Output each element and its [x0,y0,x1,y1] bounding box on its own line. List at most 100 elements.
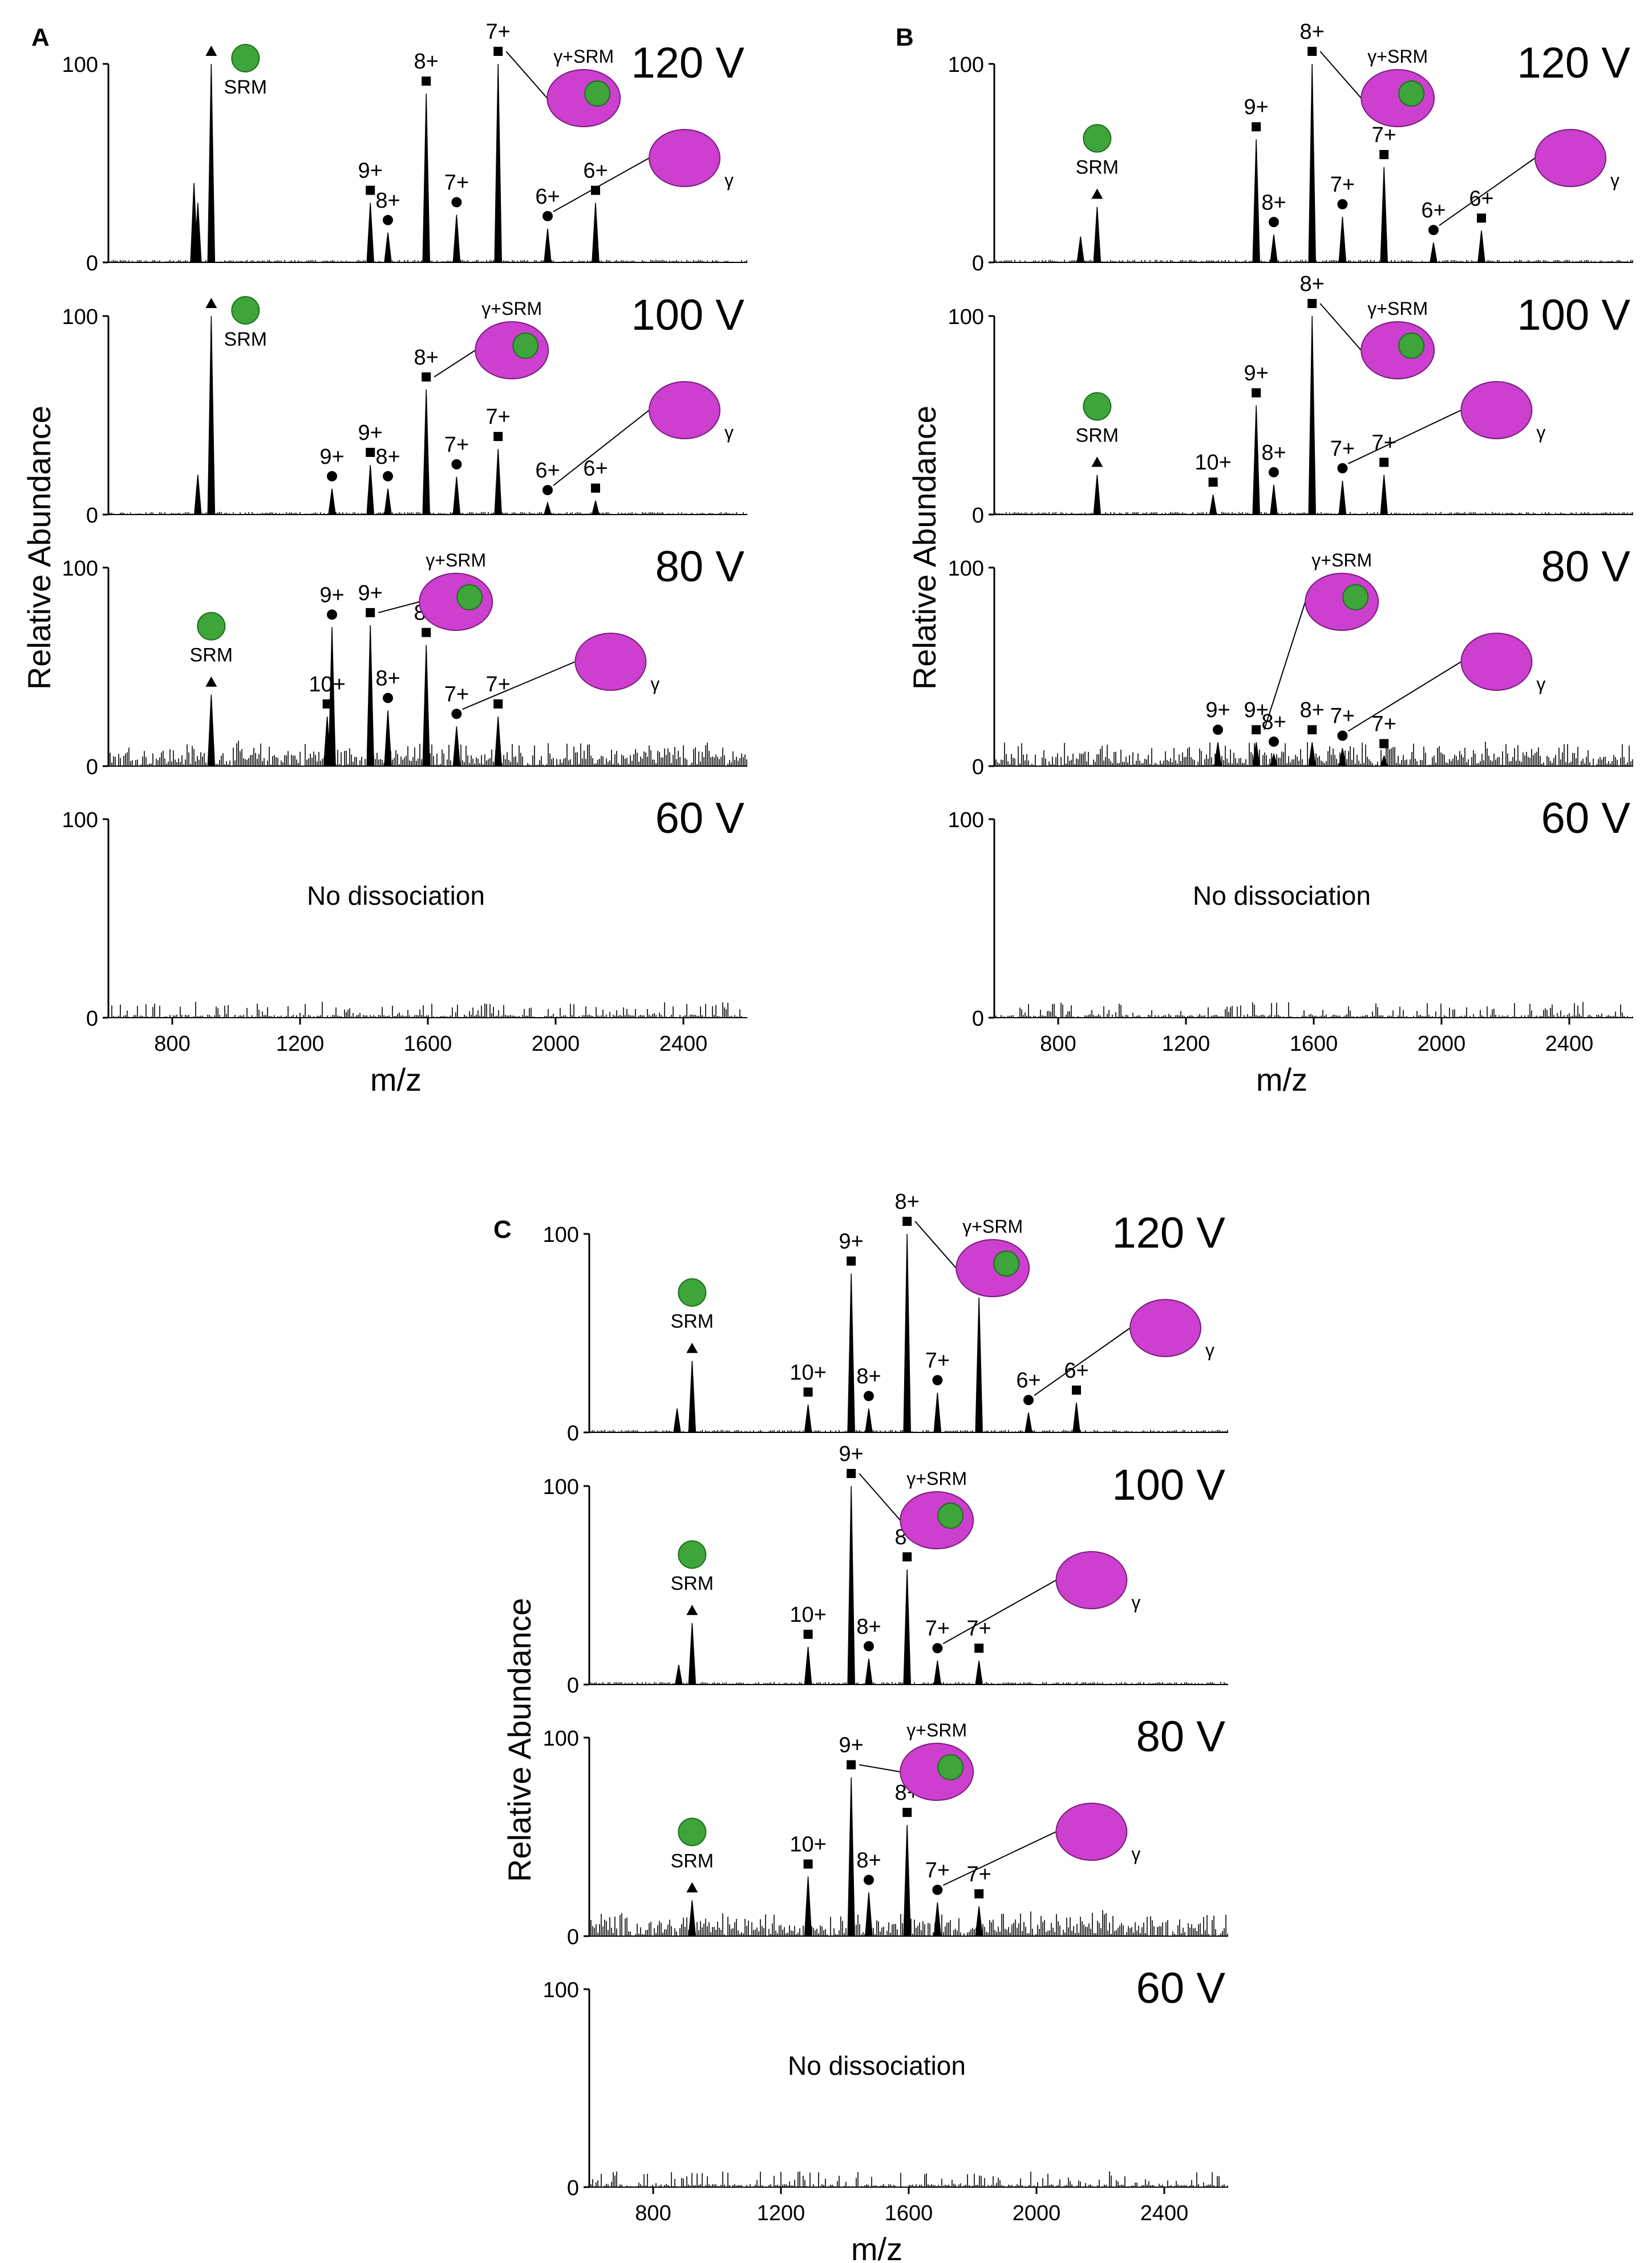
panel-letter: A [31,23,50,51]
gamma-icon [1460,633,1533,691]
peak-line [933,1902,942,1937]
square-marker [422,372,431,382]
peak-line [494,716,503,767]
charge-state-label: 8+ [1261,441,1286,465]
no-dissociation-note: No dissociation [1193,881,1371,910]
circle-marker [1428,225,1439,236]
charge-state-label: 9+ [319,445,344,469]
square-marker [1307,299,1317,308]
charge-state-label: 8+ [895,1190,920,1214]
peak-line [384,488,392,515]
y-tick-label: 100 [543,1475,579,1499]
triangle-marker [686,1882,698,1893]
square-marker [493,47,503,56]
peak-line [903,1825,911,1937]
peak-line [328,627,336,767]
voltage-label: 60 V [1136,1964,1226,2013]
charge-state-label: 7+ [967,1617,991,1641]
gamma-icon [649,129,720,187]
square-marker [902,1552,912,1562]
peak-line [1072,1402,1080,1433]
gamma-icon [1055,1803,1128,1861]
circle-marker [1337,730,1348,741]
x-tick-label: 1600 [404,1032,452,1056]
circle-marker [864,1391,874,1402]
connector-line [1034,1327,1131,1396]
charge-state-label: 8+ [1300,698,1325,722]
gamma-icon [1534,129,1606,187]
peak-line [1214,742,1222,767]
charge-state-label: 8+ [1300,272,1325,296]
x-tick-label: 1600 [885,2201,933,2225]
square-marker [1379,149,1389,159]
peak-line [452,726,461,767]
peak-line [1308,315,1316,515]
voltage-label: 120 V [1517,39,1630,87]
square-marker [1252,388,1261,398]
y-tick-label: 100 [948,557,984,581]
peak-line [847,1485,855,1685]
srm-label: SRM [224,329,268,350]
charge-state-label: 10+ [789,1833,826,1857]
peak-line [366,625,374,767]
peak-line [804,1876,812,1937]
charge-state-label: 6+ [583,159,608,183]
connector-line [859,1764,901,1772]
voltage-label: 100 V [631,291,744,339]
square-marker [422,76,431,86]
srm-label: SRM [1076,157,1119,179]
peak-line [494,63,502,263]
circle-marker [383,214,393,225]
peak-line [328,488,336,515]
charge-state-label: 9+ [839,1442,864,1466]
peak-line [1380,475,1388,515]
complex-label: γ+SRM [962,1216,1023,1237]
subplot-60v: 100 0 60 V No dissociation 800 1200 1600 2000 24… [543,1964,1228,2263]
peak-line [847,1777,855,1937]
x-tick-label: 2000 [1418,1032,1466,1056]
circle-marker [1269,217,1279,228]
peak-line [688,1361,697,1433]
charge-state-label: 7+ [444,682,469,706]
square-marker [366,185,375,195]
circle-marker [451,709,462,719]
complex-srm-icon [456,584,483,610]
complex-srm-icon [1398,333,1425,359]
peak-line [384,232,392,263]
peak-line [1076,236,1085,263]
subplot-60v: 100 0 60 V No dissociation 800 1200 1600 2000 24… [62,794,747,1098]
charge-state-label: 9+ [1244,362,1269,386]
gamma-label: γ [650,674,659,694]
peak-line [1380,167,1388,263]
panel-letter: B [896,23,914,51]
charge-state-label: 9+ [1244,698,1269,722]
srm-label: SRM [1076,424,1119,446]
charge-state-label: 7+ [486,405,511,429]
voltage-label: 60 V [655,794,745,843]
srm-label: SRM [224,76,268,98]
y-tick-label: 100 [62,305,98,329]
y-tick-label: 0 [567,2176,579,2200]
complex-srm-icon [1342,584,1369,610]
y-axis-label: Relative Abundance [906,406,942,690]
peak-line [422,645,430,767]
circle-marker [932,1884,943,1895]
x-tick-label: 2000 [532,1032,580,1056]
complex-srm-icon [937,1503,964,1529]
x-tick-label: 2400 [1545,1032,1594,1056]
y-tick-label: 100 [62,557,98,581]
charge-state-label: 8+ [1261,710,1286,734]
circle-marker [1269,467,1279,477]
charge-state-label: 7+ [967,1863,991,1886]
peak-line [1252,405,1260,515]
peak-line [1338,216,1347,263]
connector-line [942,1831,1056,1886]
circle-marker [542,210,553,221]
charge-state-label: 7+ [444,433,469,457]
connector-line [378,601,420,613]
peak-line [207,315,216,515]
y-tick-label: 100 [62,808,98,832]
